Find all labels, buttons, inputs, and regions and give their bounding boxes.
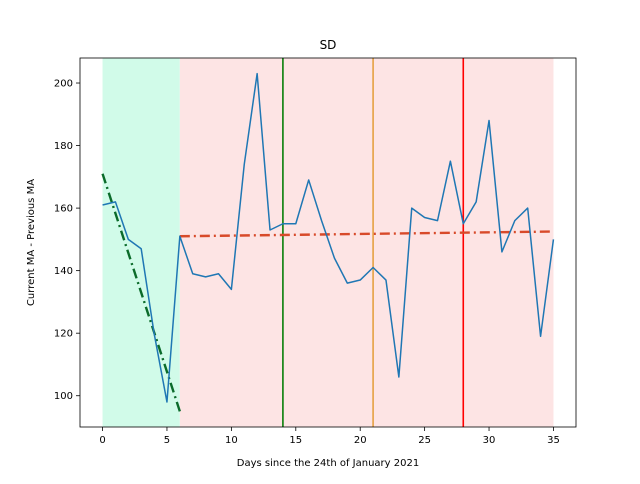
y-tick-label: 120 xyxy=(54,329,73,340)
chart-title: SD xyxy=(320,38,337,52)
x-tick-label: 10 xyxy=(225,435,238,446)
y-tick-label: 180 xyxy=(54,141,73,152)
x-tick-label: 5 xyxy=(164,435,170,446)
x-tick-label: 20 xyxy=(354,435,367,446)
trend-line-0 xyxy=(101,173,181,412)
y-tick-label: 140 xyxy=(54,266,73,277)
x-tick-label: 35 xyxy=(547,435,560,446)
y-tick-label: 100 xyxy=(54,391,73,402)
x-axis-label: Days since the 24th of January 2021 xyxy=(237,458,419,469)
shaded-region-1 xyxy=(179,58,554,427)
plot-frame xyxy=(79,57,577,428)
x-axis-ticks: 0 5 10 15 20 25 30 35 xyxy=(99,427,560,446)
y-axis-label: Current MA - Previous MA xyxy=(26,179,37,306)
trend-line-1 xyxy=(179,230,554,238)
trend-lines xyxy=(101,173,554,412)
x-tick-label: 30 xyxy=(483,435,496,446)
y-axis-ticks: 100 120 140 160 180 200 xyxy=(54,79,80,402)
series-lines xyxy=(102,72,555,403)
series-line-0 xyxy=(102,72,555,403)
x-tick-label: 15 xyxy=(289,435,302,446)
x-tick-label: 25 xyxy=(418,435,431,446)
shaded-regions xyxy=(102,58,554,427)
vertical-markers xyxy=(282,58,465,427)
shaded-region-0 xyxy=(102,58,180,427)
y-tick-label: 200 xyxy=(54,79,73,90)
x-tick-label: 0 xyxy=(99,435,105,446)
y-tick-label: 160 xyxy=(54,204,73,215)
